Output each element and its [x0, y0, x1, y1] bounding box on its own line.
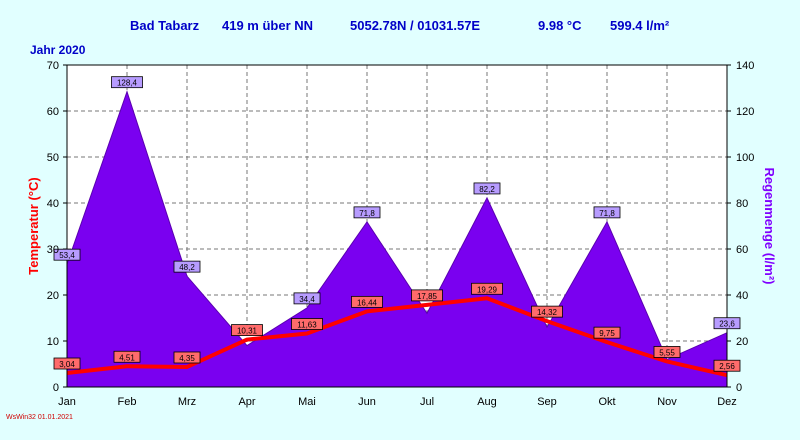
temperature-data-label: 10,31: [237, 327, 258, 336]
x-tick-label: Apr: [238, 396, 255, 408]
temperature-data-label: 11,63: [297, 321, 317, 330]
rain-data-label-box: [111, 76, 143, 89]
temperature-data-label-box: [593, 326, 621, 339]
left-tick-label: 20: [47, 290, 59, 302]
temperature-data-label-box: [531, 305, 563, 318]
x-tick-label: Jan: [58, 396, 76, 408]
left-tick-label: 30: [47, 244, 59, 256]
rain-data-label-box: [593, 206, 621, 219]
left-tick-label: 60: [47, 106, 59, 118]
rain-data-label-box: [293, 292, 321, 305]
x-tick-label: Feb: [118, 396, 137, 408]
left-tick-label: 0: [53, 382, 59, 394]
temperature-data-label-box: [291, 318, 323, 330]
temperature-data-label-box: [173, 351, 201, 364]
rain-data-label: 53,4: [59, 251, 75, 260]
station-altitude: 419 m über NN: [222, 18, 314, 33]
station-name: Bad Tabarz: [130, 18, 200, 33]
temperature-data-label-box: [231, 324, 263, 336]
x-tick-label: Dez: [717, 396, 737, 408]
left-tick-label: 10: [47, 336, 59, 348]
rain-data-label-box: [353, 206, 381, 219]
right-tick-label: 0: [736, 382, 742, 394]
rain-data-label-box: [473, 182, 501, 195]
rain-data-label: 71,8: [599, 209, 615, 218]
right-tick-label: 20: [736, 336, 748, 348]
temperature-data-label: 17,85: [417, 292, 438, 301]
chart-header: Bad Tabarz 419 m über NN 5052.78N / 0103…: [0, 14, 800, 38]
plot-frame: [66, 64, 728, 388]
mean-temperature: 9.98 °C: [538, 18, 582, 33]
temperature-data-label: 9,75: [599, 329, 615, 338]
temperature-data-label: 3,04: [59, 360, 75, 369]
temperature-data-label-box: [113, 350, 141, 363]
rain-data-label-box: [713, 317, 741, 330]
temperature-data-label: 4,35: [179, 354, 195, 363]
rain-data-label: 34,4: [299, 295, 315, 304]
rain-data-label-box: [173, 260, 201, 273]
rain-data-label: 128,4: [117, 79, 138, 88]
temperature-data-label-box: [411, 289, 443, 302]
rain-data-label: 71,8: [359, 209, 375, 218]
temperature-data-label: 2,56: [719, 362, 735, 371]
temperature-data-label: 4,51: [119, 353, 135, 362]
temperature-data-label-box: [471, 282, 503, 295]
right-tick-label: 40: [736, 290, 748, 302]
temperature-data-label-box: [653, 346, 681, 358]
temperature-data-label: 14,32: [537, 308, 558, 317]
temperature-data-label-box: [713, 359, 741, 372]
x-tick-label: Mai: [298, 396, 316, 408]
temperature-data-label: 16,44: [357, 298, 378, 307]
x-tick-label: Aug: [477, 396, 497, 408]
rain-data-label: 23,6: [719, 320, 735, 329]
year-label: Jahr 2020: [30, 43, 86, 57]
station-coordinates: 5052.78N / 01031.57E: [350, 18, 481, 33]
right-tick-label: 140: [736, 60, 754, 72]
temperature-data-label-box: [53, 357, 81, 370]
right-axis-title: Regenmenge (l/m²): [762, 167, 777, 284]
x-tick-label: Sep: [537, 396, 557, 408]
x-tick-label: Jul: [420, 396, 434, 408]
rain-data-label: 48,2: [179, 263, 195, 272]
software-footer: WsWin32 01.01.2021: [6, 414, 73, 421]
temperature-data-label-box: [351, 295, 383, 308]
right-tick-label: 60: [736, 244, 748, 256]
x-tick-label: Mrz: [178, 396, 196, 408]
temperature-data-label: 5,55: [659, 348, 675, 357]
x-tick-label: Jun: [358, 396, 376, 408]
left-tick-label: 40: [47, 198, 59, 210]
x-tick-label: Nov: [657, 396, 677, 408]
temperature-data-label: 19,29: [477, 285, 498, 294]
temperature-line: [66, 296, 728, 378]
x-tick-label: Okt: [598, 396, 615, 408]
left-tick-label: 50: [47, 152, 59, 164]
left-tick-label: 70: [47, 60, 59, 72]
right-tick-label: 120: [736, 106, 754, 118]
right-tick-label: 100: [736, 152, 754, 164]
right-tick-label: 80: [736, 198, 748, 210]
left-axis-title: Temperatur (°C): [26, 177, 41, 274]
rain-data-label: 82,2: [479, 185, 495, 194]
total-rainfall: 599.4 l/m²: [610, 18, 670, 33]
